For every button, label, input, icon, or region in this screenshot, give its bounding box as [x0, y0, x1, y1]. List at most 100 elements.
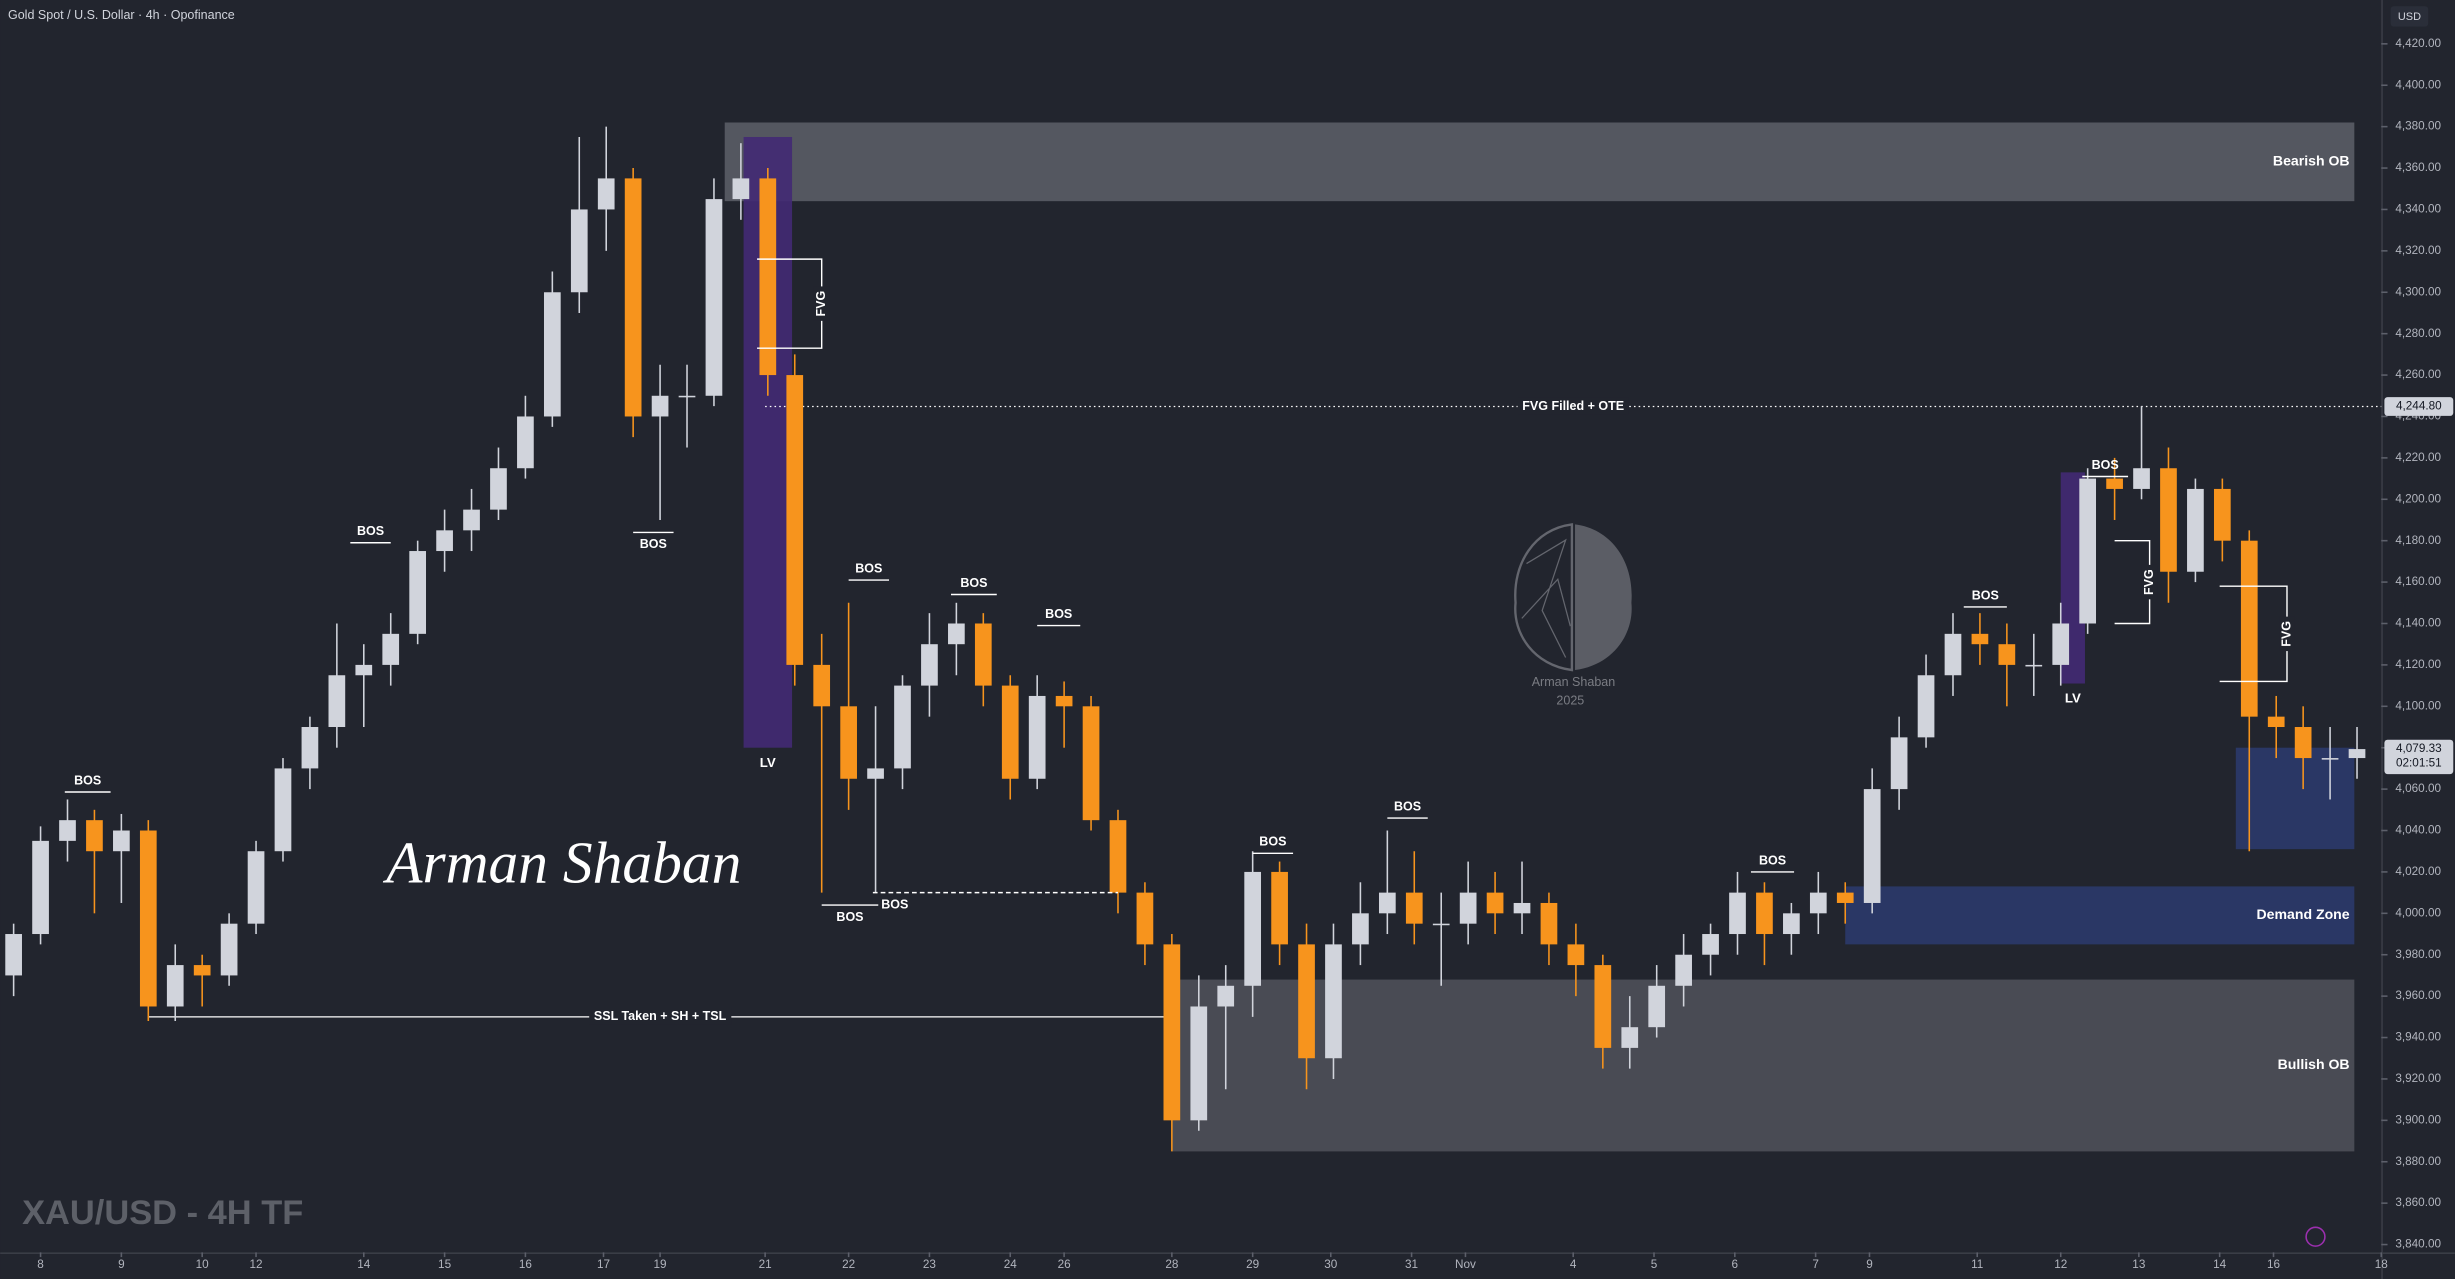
y-tick-label: 4,100.00 [2395, 699, 2441, 712]
zone-label: Bullish OB [2278, 1056, 2350, 1072]
zone [2235, 747, 2355, 850]
x-tick-label: 18 [2375, 1258, 2389, 1271]
x-tick-label: 8 [37, 1258, 44, 1271]
zone [1171, 979, 2355, 1152]
candle-body [1648, 985, 1666, 1028]
candle-body [2160, 468, 2177, 572]
alert-icon[interactable] [2305, 1226, 2326, 1247]
x-tick-label: 24 [1004, 1258, 1018, 1271]
y-tick-label: 4,320.00 [2395, 244, 2441, 257]
fvg-label: FVG [814, 291, 828, 317]
y-tick-label: 4,280.00 [2395, 327, 2441, 340]
bos-label: BOS [1394, 799, 1421, 813]
candle-body [1783, 913, 1800, 935]
candle-body [840, 706, 857, 779]
candle-body [1082, 706, 1100, 821]
level-label-bg [1517, 397, 1629, 415]
y-tick-label: 4,400.00 [2395, 78, 2441, 91]
candle-body [247, 851, 265, 924]
fvg-label-bg [2141, 564, 2158, 600]
x-tick-label: 11 [1971, 1258, 1983, 1271]
candle-body [1217, 985, 1235, 1007]
candle-body [166, 965, 184, 1007]
candle-body [1621, 1027, 1639, 1048]
x-tick-label: 17 [597, 1258, 610, 1271]
y-tick-label: 4,300.00 [2395, 285, 2441, 298]
candle-body [382, 633, 400, 665]
candle-body [1567, 944, 1585, 966]
candle-body [409, 551, 427, 634]
y-tick-label: 3,980.00 [2395, 948, 2441, 961]
last-price-tag [2384, 739, 2454, 775]
candle-body [1890, 737, 1908, 790]
bos-label: BOS [1972, 588, 1999, 602]
candle-body [974, 623, 992, 686]
y-tick-label: 4,380.00 [2395, 120, 2441, 133]
x-tick-label: 16 [2267, 1258, 2281, 1271]
candle-body [921, 644, 938, 686]
candle-body [274, 768, 292, 852]
bos-label: BOS [1045, 607, 1072, 621]
y-tick-label: 3,900.00 [2395, 1113, 2441, 1126]
y-tick-label: 3,920.00 [2395, 1072, 2441, 1085]
candle-body [1325, 944, 1342, 1059]
candle-body [2106, 478, 2123, 489]
x-tick-label: 10 [196, 1258, 210, 1271]
candle-body [894, 685, 911, 769]
plot: 3,840.00 3,860.00 3,880.00 3,900.00 3,920.00… [5, 37, 2442, 1271]
y-tick-label: 4,140.00 [2395, 617, 2441, 630]
y-tick-label: 4,200.00 [2395, 492, 2441, 505]
candle-body [1244, 871, 1262, 986]
candle-body [1109, 820, 1127, 893]
candle-body [651, 395, 669, 417]
candle-body [2079, 478, 2097, 624]
candle-body [1378, 892, 1396, 914]
x-tick-label: 21 [759, 1258, 772, 1271]
last-price-label: 4,079.33 [2396, 742, 2442, 755]
x-tick-label: 13 [2132, 1258, 2146, 1271]
countdown: 02:01:51 [2396, 756, 2442, 769]
candle-body [2187, 488, 2204, 572]
y-tick-label: 3,860.00 [2395, 1196, 2441, 1209]
y-tick-label: 4,000.00 [2395, 906, 2441, 919]
candle-body [1917, 675, 1935, 738]
x-tick-label: 14 [2213, 1258, 2227, 1271]
y-tick-label: 3,880.00 [2395, 1155, 2441, 1168]
bos-label: BOS [640, 537, 667, 551]
watermark-signature: Arman Shaban [382, 829, 741, 895]
candle-body [32, 840, 49, 935]
candle-body [2052, 623, 2070, 665]
x-tick-label: 6 [1732, 1258, 1739, 1271]
bos-label: BOS [855, 561, 882, 575]
candle-body [1405, 892, 1423, 924]
y-tick-label: 4,020.00 [2395, 865, 2441, 878]
candle-body [86, 820, 103, 852]
x-tick-label: Nov [1455, 1258, 1476, 1271]
level-label: FVG Filled + OTE [1522, 399, 1624, 413]
candle-body [139, 830, 157, 1007]
bos-label: BOS [836, 910, 863, 924]
bos-label: BOS [1259, 835, 1286, 849]
candle-body [2267, 716, 2285, 728]
fvg-label-bg [813, 286, 830, 321]
candle-body [1432, 923, 1450, 926]
candle-body [732, 178, 750, 200]
x-tick-label: 14 [357, 1258, 371, 1271]
candle-body [705, 199, 723, 396]
bos-label: BOS [960, 576, 987, 590]
y-tick-label: 3,960.00 [2395, 989, 2441, 1002]
candle-body [759, 178, 777, 376]
candle-body [624, 178, 642, 417]
candle-body [1756, 892, 1773, 935]
candle-body [5, 934, 22, 976]
candle-body [193, 965, 211, 976]
candle-body [436, 530, 453, 552]
bos-label: BOS [1759, 853, 1786, 867]
y-tick-label: 4,180.00 [2395, 534, 2441, 547]
x-tick-label: 12 [2054, 1258, 2067, 1271]
level-price-label: 4,244.80 [2396, 400, 2442, 413]
candle-body [2321, 758, 2339, 760]
y-tick-label: 3,840.00 [2395, 1238, 2441, 1251]
candle-body [678, 395, 696, 398]
